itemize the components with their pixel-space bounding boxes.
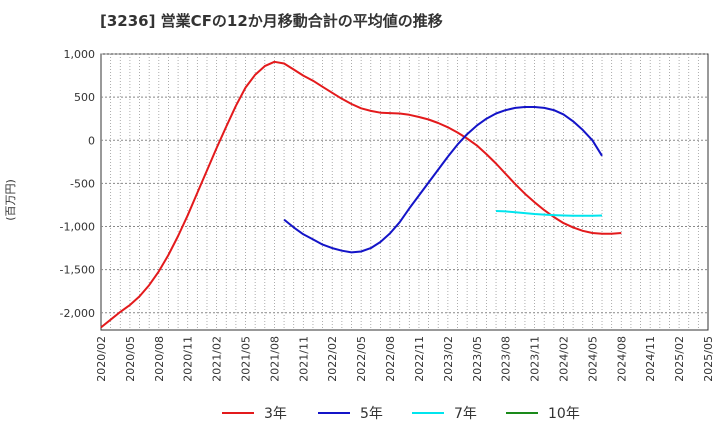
legend-label: 10年 [548, 406, 580, 422]
y-tick-label: -2,000 [60, 307, 95, 320]
y-tick-label: 1,000 [64, 48, 96, 61]
legend-label: 3年 [264, 406, 287, 422]
x-tick-label: 2022/08 [384, 336, 397, 382]
y-axis: 1,000 500 0 -500 -1,000 -1,500 -2,000 [60, 48, 95, 320]
x-tick-label: 2020/05 [124, 336, 137, 382]
x-tick-label: 2021/02 [211, 336, 224, 382]
x-tick-label: 2024/11 [644, 336, 657, 382]
y-tick-label: -500 [70, 177, 95, 190]
x-tick-label: 2021/11 [297, 336, 310, 382]
x-axis: 2020/02 2020/05 2020/08 2020/11 2021/02 2021/… [95, 336, 715, 382]
legend: 3年 5年 7年 10年 [222, 406, 580, 422]
plot-area [100, 53, 709, 331]
x-tick-label: 2021/05 [240, 336, 253, 382]
x-tick-label: 2023/02 [442, 336, 455, 382]
y-tick-label: 500 [74, 91, 95, 104]
x-tick-label: 2020/11 [182, 336, 195, 382]
x-tick-label: 2024/05 [586, 336, 599, 382]
series-line-5年 [283, 106, 603, 254]
legend-label: 5年 [360, 406, 383, 422]
grid-layer [101, 53, 708, 330]
x-tick-label: 2023/08 [500, 336, 513, 382]
x-tick-label: 2024/08 [615, 336, 628, 382]
x-tick-label: 2025/02 [673, 336, 686, 382]
series-layer [100, 60, 622, 329]
y-tick-label: -1,000 [60, 221, 95, 234]
y-tick-label: 0 [88, 134, 95, 147]
x-tick-label: 2020/02 [95, 336, 108, 382]
legend-label: 7年 [454, 406, 477, 422]
x-tick-label: 2021/08 [268, 336, 281, 382]
series-line-7年 [495, 210, 603, 217]
chart-title: [3236] 営業CFの12か月移動合計の平均値の推移 [100, 12, 443, 30]
x-tick-label: 2022/02 [326, 336, 339, 382]
x-tick-label: 2022/05 [355, 336, 368, 382]
x-tick-label: 2024/02 [557, 336, 570, 382]
x-tick-label: 2022/11 [413, 336, 426, 382]
x-tick-label: 2020/08 [153, 336, 166, 382]
x-tick-label: 2023/05 [471, 336, 484, 382]
y-tick-label: -1,500 [60, 264, 95, 277]
x-tick-label: 2023/11 [529, 336, 542, 382]
y-axis-label: (百万円) [4, 179, 17, 221]
series-line-3年 [100, 60, 622, 329]
x-tick-label: 2025/05 [702, 336, 715, 382]
